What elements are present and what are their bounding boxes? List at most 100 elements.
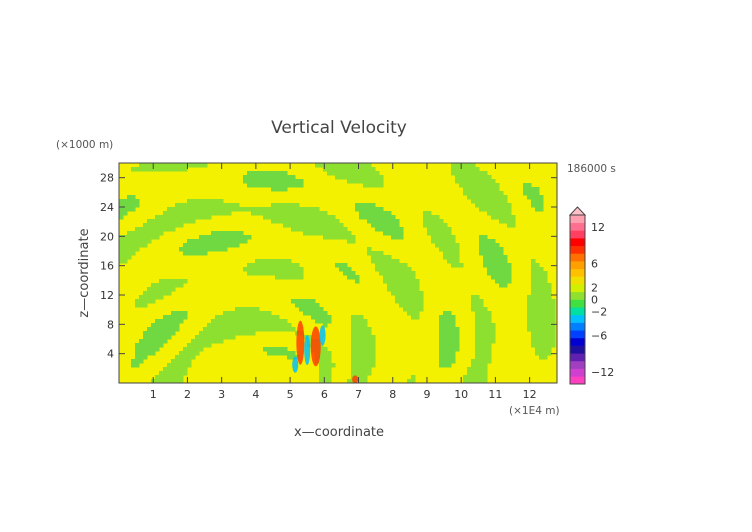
field-cell (167, 315, 172, 320)
field-cell (175, 315, 180, 320)
field-cell (403, 263, 408, 268)
field-cell (295, 271, 300, 276)
field-cell (471, 191, 476, 196)
field-cell (487, 243, 492, 248)
field-cell (435, 231, 440, 236)
field-cell (535, 351, 540, 356)
field-cell (215, 239, 220, 244)
field-cell (207, 247, 212, 252)
field-cell (327, 223, 332, 228)
field-cell (271, 267, 276, 272)
field-cell (399, 271, 404, 276)
field-cell (483, 247, 488, 252)
field-cell (455, 167, 460, 172)
field-cell (371, 183, 376, 188)
field-cell (363, 375, 368, 380)
field-cell (207, 343, 212, 348)
field-cell (467, 171, 472, 176)
field-cell (463, 179, 468, 184)
field-cell (135, 363, 140, 368)
field-cell (135, 343, 140, 348)
field-cell (547, 287, 552, 292)
field-cell (355, 371, 360, 376)
field-cell (139, 339, 144, 344)
field-cell (539, 275, 544, 280)
field-cell (255, 323, 260, 328)
field-cell (167, 327, 172, 332)
field-cell (259, 207, 264, 212)
field-cell (291, 223, 296, 228)
field-cell (191, 215, 196, 220)
field-cell (411, 287, 416, 292)
field-cell (151, 235, 156, 240)
field-cell (323, 323, 328, 328)
field-cell (539, 303, 544, 308)
field-cell (287, 267, 292, 272)
field-cell (383, 211, 388, 216)
field-cell (159, 279, 164, 284)
field-cell (403, 299, 408, 304)
field-cell (387, 271, 392, 276)
field-cell (271, 183, 276, 188)
field-cell (143, 239, 148, 244)
field-cell (163, 371, 168, 376)
field-cell (499, 191, 504, 196)
field-cell (215, 339, 220, 344)
field-cell (155, 343, 160, 348)
field-cell (475, 199, 480, 204)
field-cell (539, 291, 544, 296)
field-cell (407, 275, 412, 280)
field-cell (323, 311, 328, 316)
field-cell (139, 239, 144, 244)
field-cell (487, 339, 492, 344)
field-cell (135, 351, 140, 356)
field-cell (551, 319, 556, 324)
field-cell (299, 271, 304, 276)
field-cell (451, 335, 456, 340)
field-cell (479, 375, 484, 380)
field-cell (487, 271, 492, 276)
field-cell (247, 207, 252, 212)
field-cell (223, 235, 228, 240)
field-cell (187, 343, 192, 348)
field-cell (371, 339, 376, 344)
velocity-core (296, 320, 305, 365)
field-cell (223, 247, 228, 252)
field-cell (547, 291, 552, 296)
field-cell (439, 227, 444, 232)
field-cell (155, 227, 160, 232)
field-cell (323, 167, 328, 172)
field-cell (315, 223, 320, 228)
field-cell (283, 179, 288, 184)
field-cell (463, 375, 468, 380)
field-cell (251, 183, 256, 188)
field-cell (367, 347, 372, 352)
field-cell (279, 203, 284, 208)
field-cell (459, 167, 464, 172)
field-cell (507, 207, 512, 212)
field-cell (379, 215, 384, 220)
field-cell (155, 295, 160, 300)
field-cell (211, 319, 216, 324)
field-cell (295, 211, 300, 216)
field-cell (207, 327, 212, 332)
field-cell (539, 347, 544, 352)
field-cell (539, 327, 544, 332)
colorbar (568, 206, 587, 385)
field-cell (191, 203, 196, 208)
field-cell (199, 163, 204, 168)
field-cell (203, 343, 208, 348)
field-cell (171, 363, 176, 368)
field-cell (291, 207, 296, 212)
field-cell (203, 243, 208, 248)
field-cell (283, 207, 288, 212)
field-cell (327, 375, 332, 380)
field-cell (527, 299, 532, 304)
field-cell (407, 267, 412, 272)
field-cell (447, 311, 452, 316)
field-cell (239, 331, 244, 336)
colorbar-segment (570, 345, 585, 354)
field-cell (531, 283, 536, 288)
field-cell (207, 339, 212, 344)
field-cell (455, 331, 460, 336)
